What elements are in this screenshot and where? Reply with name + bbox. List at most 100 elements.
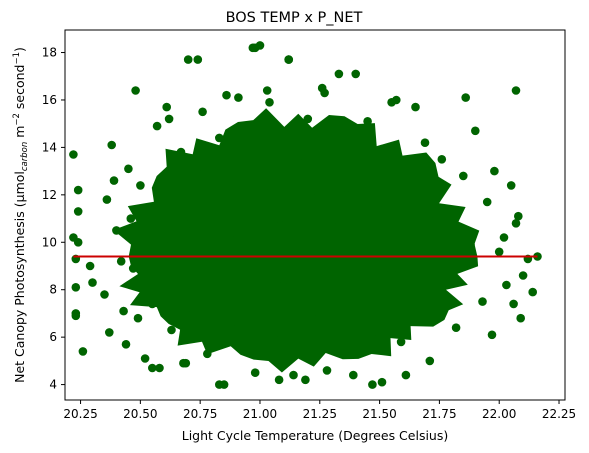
scatter-point: [327, 221, 337, 230]
scatter-point: [430, 209, 439, 219]
scatter-point: [533, 252, 542, 261]
scatter-point: [73, 238, 83, 247]
x-axis-label: Light Cycle Temperature (Degrees Celsius…: [182, 428, 449, 443]
chart-title: BOS TEMP x P_NET: [226, 10, 363, 26]
scatter-point: [284, 55, 294, 64]
scatter-point: [511, 86, 521, 95]
scatter-point: [186, 219, 195, 228]
scatter-point: [227, 318, 236, 328]
scatter-point: [528, 287, 537, 297]
scatter-point: [176, 147, 186, 157]
x-tick-label: 21.50: [362, 407, 396, 421]
scatter-point: [289, 370, 298, 380]
scatter-point: [471, 126, 480, 136]
scatter-point: [116, 257, 126, 266]
scatter-point: [401, 176, 411, 185]
scatter-point: [406, 230, 416, 240]
scatter-point: [112, 226, 121, 235]
scatter-point: [198, 107, 207, 117]
scatter-point: [262, 86, 272, 95]
scatter-point: [382, 145, 392, 155]
y-axis-ticks: 4 6 8 10 12 14 16 18: [42, 46, 65, 392]
scatter-point: [459, 171, 468, 181]
scatter-point: [126, 214, 136, 223]
scatter-point: [411, 102, 420, 112]
scatter-point: [105, 328, 114, 337]
scatter-point: [193, 55, 203, 64]
scatter-point: [372, 202, 382, 211]
scatter-point: [337, 124, 346, 133]
scatter-point: [506, 181, 516, 190]
scatter-point: [124, 164, 133, 174]
x-tick-label: 21.25: [303, 407, 337, 421]
scatter-point: [260, 188, 270, 197]
scatter-point: [181, 358, 191, 368]
scatter-point: [85, 261, 95, 271]
scatter-point: [73, 185, 83, 195]
scatter-point: [265, 98, 274, 107]
scatter-point: [332, 287, 341, 297]
scatter-point: [320, 88, 329, 98]
scatter-point: [102, 195, 112, 204]
scatter-point: [368, 380, 377, 389]
scatter-point: [518, 271, 528, 280]
scatter-point: [346, 344, 356, 354]
y-axis-label-sup2: −1: [12, 52, 22, 65]
scatter-point: [341, 183, 351, 192]
scatter-point: [207, 207, 217, 216]
scatter-point: [88, 278, 97, 287]
y-tick-label: 8: [49, 283, 57, 297]
scatter-point: [487, 330, 497, 340]
scatter-point: [416, 302, 425, 311]
scatter-point: [71, 283, 81, 292]
scatter-point: [183, 55, 193, 64]
scatter-point: [78, 347, 88, 356]
x-tick-label: 20.75: [183, 407, 217, 421]
scatter-point: [516, 313, 525, 323]
scatter-point: [148, 299, 157, 309]
scatter-point: [294, 152, 303, 162]
y-axis-label-main: Net Canopy Photosynthesis (µmol: [12, 171, 27, 383]
scatter-point: [250, 43, 260, 53]
scatter-point: [274, 214, 284, 223]
scatter-point: [140, 354, 150, 363]
scatter-point: [109, 176, 119, 185]
y-axis-label-end: ): [12, 47, 27, 52]
y-axis-label-sup1: −2: [12, 113, 22, 126]
y-axis-label-mid2: second: [12, 65, 27, 114]
y-tick-label: 4: [49, 378, 57, 392]
y-tick-label: 12: [42, 188, 57, 202]
x-tick-label: 21.00: [243, 407, 277, 421]
scatter-point: [215, 380, 224, 389]
scatter-point: [128, 264, 138, 273]
scatter-point: [478, 297, 487, 306]
scatter-point: [499, 233, 509, 242]
scatter-point-mass: [113, 108, 480, 373]
y-axis-label: Net Canopy Photosynthesis (µmolcarbon m−…: [12, 47, 30, 383]
scatter-point: [119, 306, 128, 316]
scatter-point: [121, 340, 131, 349]
scatter-point: [377, 377, 387, 387]
scatter-point: [231, 228, 241, 238]
y-axis-label-mid: m: [12, 126, 27, 142]
scatter-point: [164, 114, 174, 124]
scatter-point: [303, 114, 313, 124]
scatter-point: [136, 181, 145, 190]
scatter-point: [351, 69, 361, 79]
scatter-point: [387, 268, 396, 278]
x-tick-label: 21.75: [422, 407, 456, 421]
scatter-point: [514, 211, 523, 221]
scatter-point: [334, 69, 344, 79]
scatter-point: [210, 285, 219, 295]
x-tick-label: 20.25: [63, 407, 97, 421]
scatter-point: [133, 313, 143, 323]
y-tick-label: 14: [42, 140, 57, 154]
scatter-point: [193, 169, 203, 178]
x-tick-label: 22.25: [542, 407, 576, 421]
scatter-point: [152, 121, 162, 131]
scatter-point: [322, 366, 332, 375]
plot-frame: [64, 29, 566, 401]
scatter-point: [444, 271, 454, 280]
scatter-point: [368, 328, 377, 337]
